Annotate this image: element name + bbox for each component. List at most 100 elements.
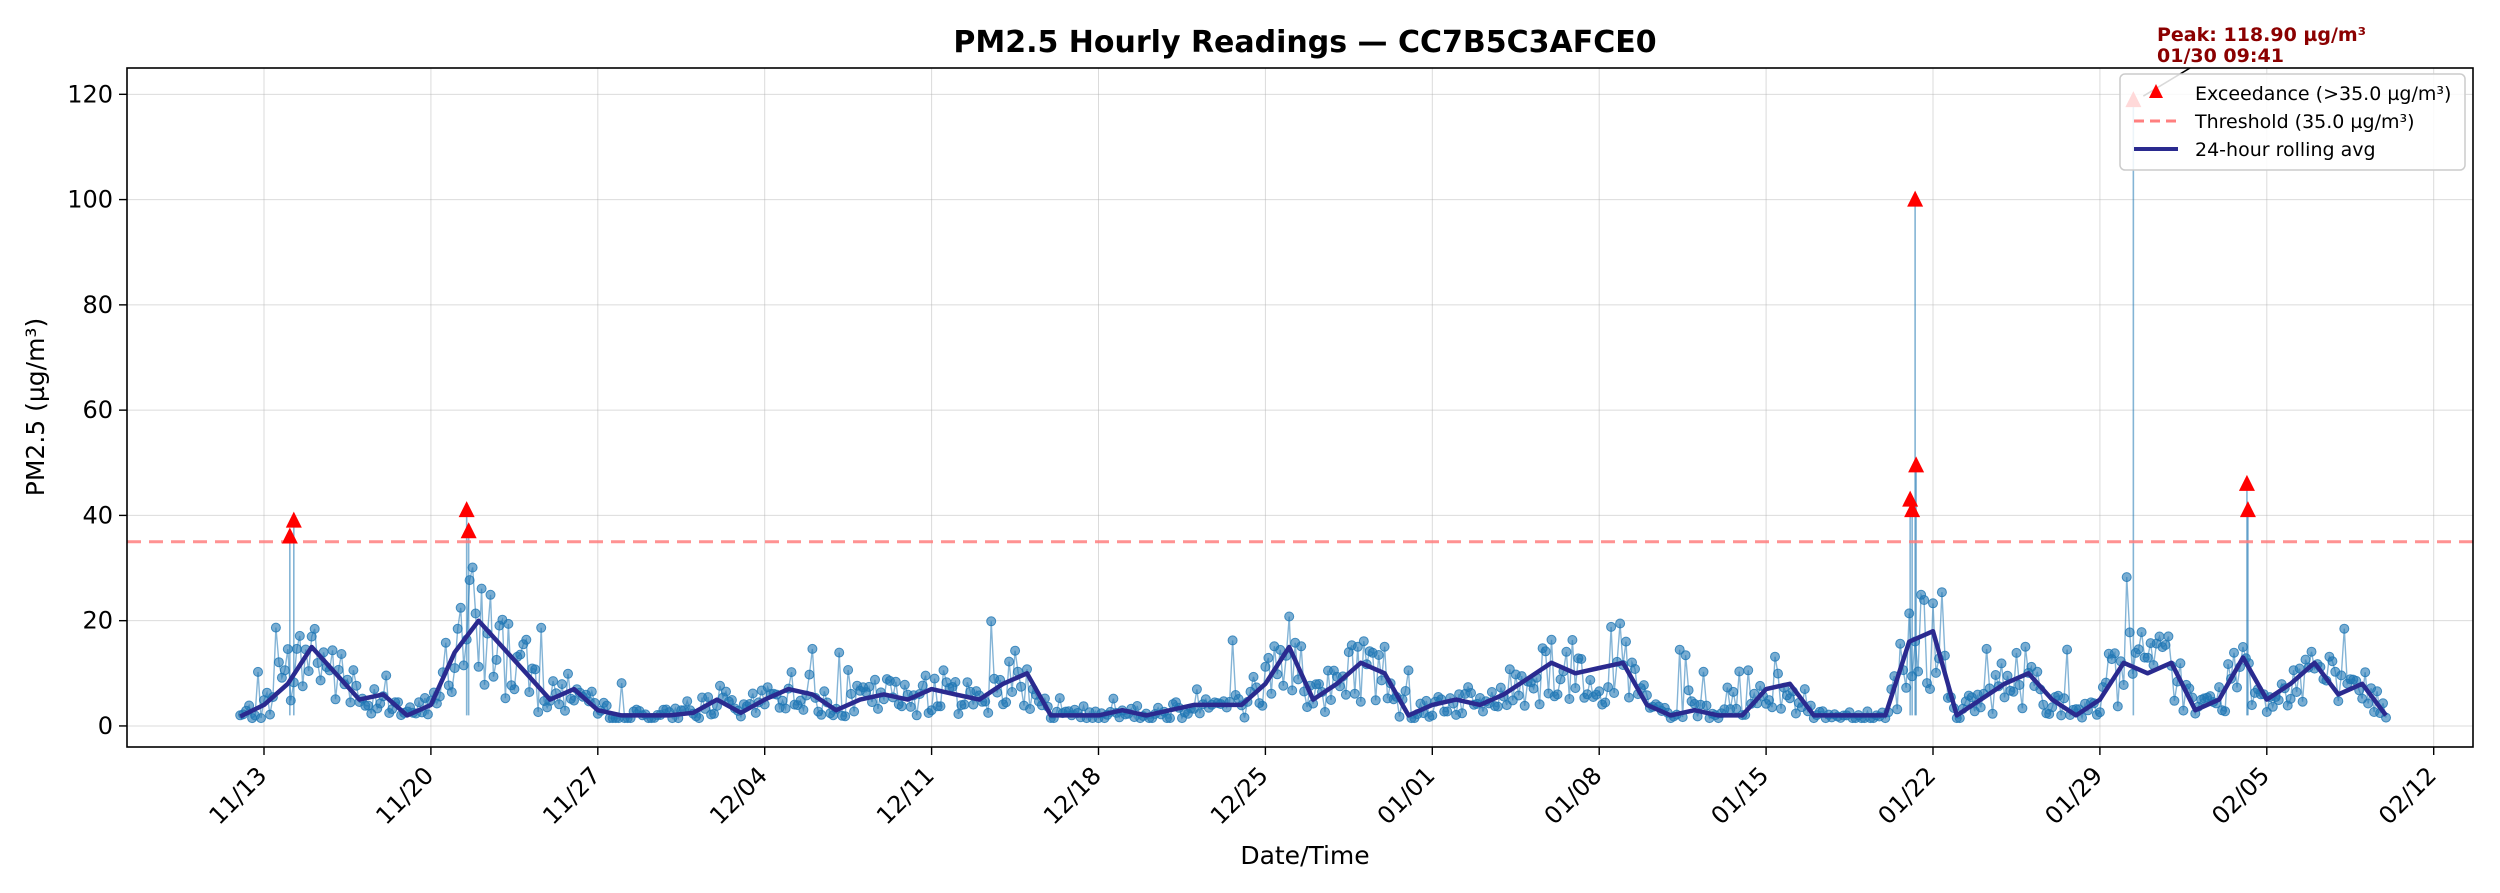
raw-reading-point [557, 679, 567, 690]
raw-reading-point [1266, 688, 1277, 699]
raw-reading-point [1528, 683, 1539, 694]
exceedance-marker [1908, 456, 1925, 473]
raw-reading-point [807, 643, 818, 654]
raw-reading-point [455, 602, 466, 613]
raw-reading-point [1987, 708, 1998, 719]
raw-reading-point [1400, 686, 1411, 696]
raw-reading-point [265, 709, 275, 720]
legend: Exceedance (>35.0 µg/m³) Threshold (35.0… [2119, 73, 2466, 171]
raw-reading-point [1263, 652, 1274, 663]
raw-reading-point [1603, 682, 1614, 693]
raw-reading-point [524, 687, 535, 698]
raw-reading-point [315, 675, 326, 686]
raw-reading-point [279, 665, 290, 676]
raw-reading-point [2008, 686, 2019, 697]
raw-reading-point [1486, 687, 1497, 697]
raw-reading-point [750, 707, 761, 718]
raw-reading-point [1004, 656, 1015, 667]
exceedance-marker [458, 501, 475, 518]
raw-reading-point [1358, 636, 1369, 647]
raw-reading-point [1513, 690, 1524, 701]
peak-annotation-time: 01/30 09:41 [2157, 45, 2284, 67]
raw-reading-point [1928, 598, 1938, 609]
raw-reading-point [470, 608, 481, 619]
raw-reading-point [849, 706, 860, 717]
raw-reading-point [920, 670, 931, 681]
raw-reading-point [515, 649, 526, 660]
raw-reading-point [938, 665, 949, 676]
raw-reading-point [2112, 701, 2123, 712]
raw-reading-point [503, 618, 514, 629]
raw-reading-point [563, 668, 573, 679]
raw-reading-point [560, 705, 570, 716]
raw-reading-point [2133, 644, 2144, 655]
raw-reading-point [1355, 696, 1366, 707]
raw-reading-point [282, 644, 293, 655]
raw-reading-point [2363, 698, 2374, 709]
raw-reading-point [2327, 656, 2338, 667]
raw-reading-point [554, 699, 565, 710]
raw-reading-point [1931, 667, 1941, 678]
raw-reading-point [2062, 644, 2073, 655]
raw-reading-point [786, 667, 797, 678]
raw-reading-point [509, 684, 520, 695]
plot-background [127, 68, 2473, 747]
raw-reading-point [2038, 699, 2049, 710]
raw-reading-point [2285, 693, 2296, 704]
raw-reading-point [2118, 680, 2129, 690]
raw-reading-point [2136, 627, 2147, 638]
raw-reading-point [616, 678, 627, 689]
raw-reading-point [2229, 647, 2239, 658]
raw-reading-point [345, 697, 356, 708]
raw-reading-point [2047, 702, 2058, 713]
raw-reading-point [348, 665, 359, 676]
raw-reading-point [1108, 693, 1119, 704]
raw-reading-point [569, 695, 579, 706]
raw-reading-point [1260, 661, 1271, 672]
raw-reading-point [1630, 664, 1640, 674]
raw-reading-point [446, 687, 457, 698]
raw-reading-point [1683, 685, 1694, 696]
y-tick-label: 0 [98, 712, 113, 740]
raw-reading-point [1519, 700, 1530, 711]
raw-reading-point [1743, 665, 1754, 676]
raw-reading-point [1936, 587, 1947, 598]
raw-reading-point [694, 713, 705, 724]
raw-reading-point [2160, 640, 2171, 650]
raw-reading-point [911, 710, 922, 721]
raw-reading-point [1552, 689, 1563, 700]
raw-reading-point [864, 681, 874, 692]
raw-reading-point [1975, 702, 1986, 713]
raw-reading-point [2246, 700, 2257, 711]
raw-reading-point [440, 637, 451, 648]
raw-reading-point [2109, 648, 2120, 659]
raw-reading-point [273, 657, 284, 668]
raw-reading-point [1227, 635, 1238, 646]
raw-reading-point [1284, 611, 1295, 622]
raw-reading-point [843, 665, 854, 675]
raw-reading-point [270, 622, 281, 633]
exceedance-series [281, 91, 2256, 544]
raw-reading-point [1621, 636, 1631, 647]
raw-reading-point [1755, 680, 1766, 691]
raw-reading-point [780, 703, 791, 714]
raw-reading-point [586, 686, 597, 697]
raw-reading-point [1239, 712, 1250, 723]
raw-reading-point [846, 688, 857, 699]
exceedance-marker [285, 511, 302, 528]
raw-reading-point [968, 699, 979, 710]
raw-reading-point [873, 703, 883, 714]
raw-reading-point [601, 700, 612, 711]
y-tick-label: 80 [82, 291, 113, 319]
raw-reading-point [2223, 659, 2234, 670]
raw-reading-point [2297, 696, 2308, 707]
raw-reading-point [2017, 703, 2028, 714]
raw-reading-point [521, 634, 532, 645]
exceedance-marker [1907, 190, 1924, 207]
raw-reading-point [1403, 665, 1414, 676]
raw-reading-point [1892, 704, 1903, 715]
raw-reading-point [1492, 701, 1503, 712]
raw-reading-point [2169, 695, 2180, 706]
raw-reading-point [1770, 651, 1780, 662]
raw-reading-point [1379, 641, 1390, 652]
